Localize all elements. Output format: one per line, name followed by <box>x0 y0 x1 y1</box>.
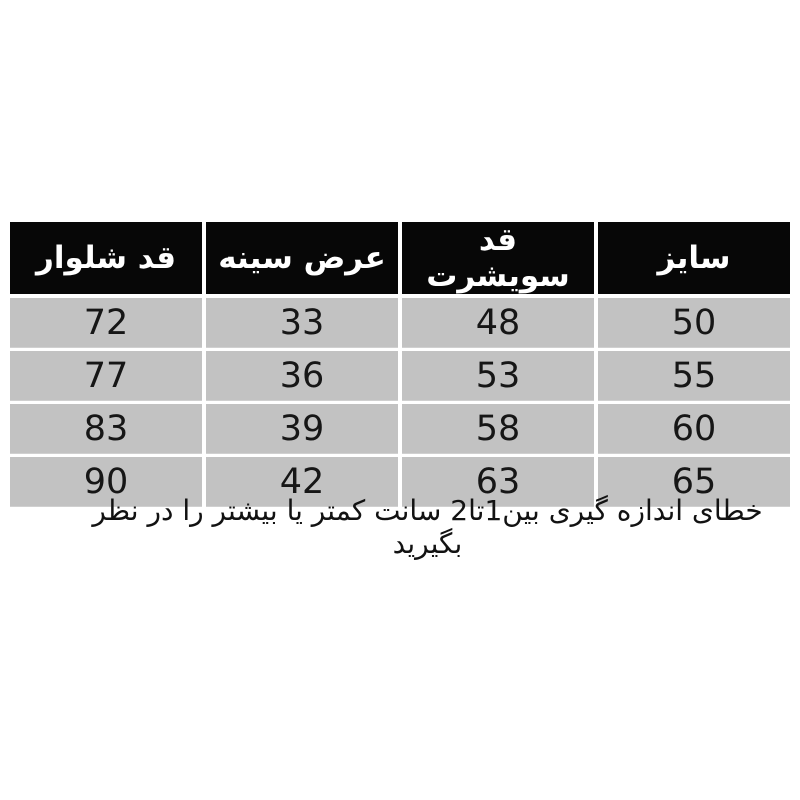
column-header-size: سایز <box>598 222 790 294</box>
table-cell: 63 <box>402 457 594 506</box>
table-cell: 65 <box>598 457 790 506</box>
table-row: 50 48 33 72 <box>10 298 790 347</box>
table-cell: 53 <box>402 351 594 400</box>
table-row: 65 63 42 90 <box>10 457 790 506</box>
size-chart-table: سایز قد سویشرت عرض سینه قد شلوار 50 48 3… <box>6 218 794 510</box>
table-cell: 55 <box>598 351 790 400</box>
table-cell: 33 <box>206 298 398 347</box>
table-cell: 60 <box>598 404 790 453</box>
table-cell: 36 <box>206 351 398 400</box>
table-cell: 58 <box>402 404 594 453</box>
column-header-sweatshirt-length: قد سویشرت <box>402 222 594 294</box>
table-cell: 72 <box>10 298 202 347</box>
table-cell: 77 <box>10 351 202 400</box>
table-row: 55 53 36 77 <box>10 351 790 400</box>
column-header-chest-width: عرض سینه <box>206 222 398 294</box>
header-row: سایز قد سویشرت عرض سینه قد شلوار <box>10 222 790 294</box>
table-cell: 50 <box>598 298 790 347</box>
column-header-pants-length: قد شلوار <box>10 222 202 294</box>
measurement-note: خطای اندازه گیری بین1تا2 سانت کمتر یا بی… <box>92 494 763 560</box>
table-row: 60 58 39 83 <box>10 404 790 453</box>
table-cell: 48 <box>402 298 594 347</box>
table-cell: 42 <box>206 457 398 506</box>
table-cell: 39 <box>206 404 398 453</box>
size-chart-table-container: سایز قد سویشرت عرض سینه قد شلوار 50 48 3… <box>10 222 790 506</box>
table-cell: 90 <box>10 457 202 506</box>
table-cell: 83 <box>10 404 202 453</box>
